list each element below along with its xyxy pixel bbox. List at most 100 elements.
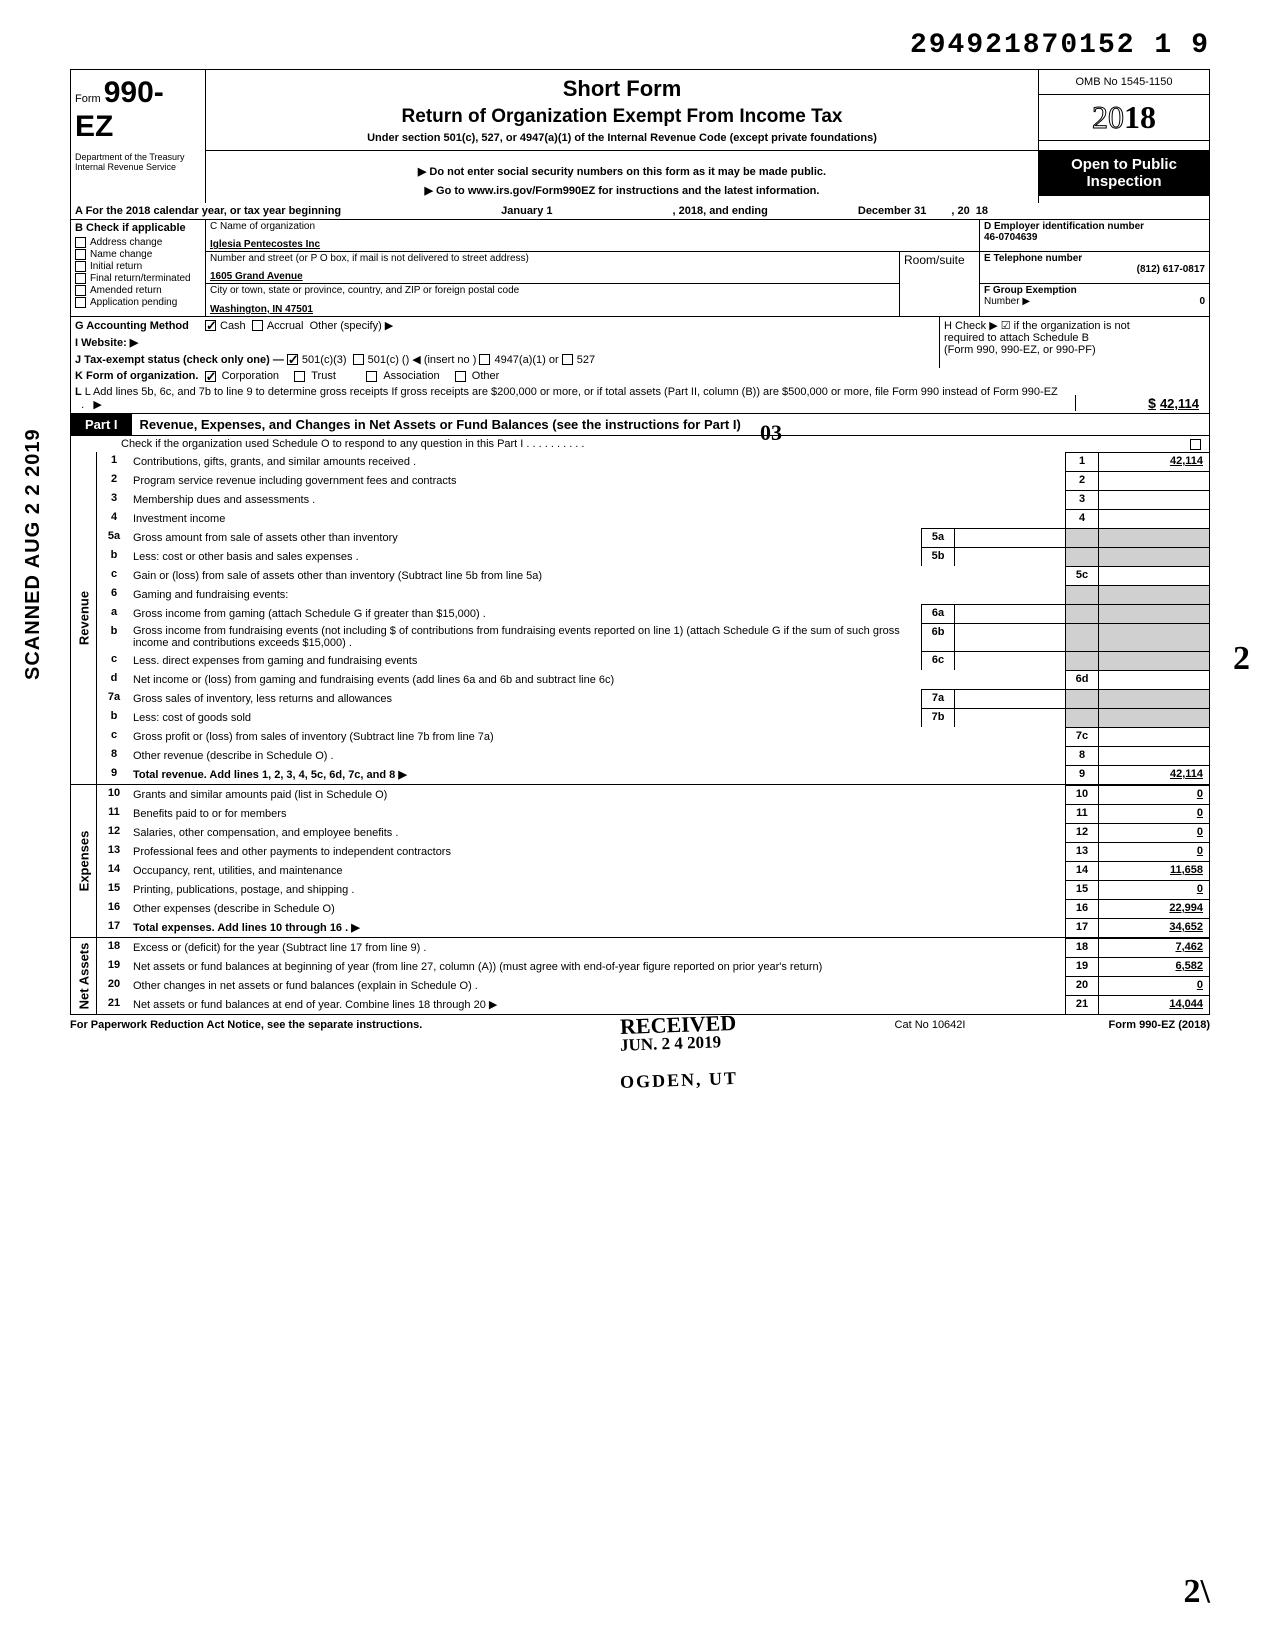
line-description: Investment income	[131, 509, 1065, 528]
line-number: 9	[97, 765, 131, 784]
section-k: K Form of organization. Corporation Trus…	[70, 368, 1210, 384]
mid-line-number: 7a	[921, 689, 955, 708]
right-line-number: 12	[1065, 823, 1099, 842]
handwritten-03: 03	[760, 420, 782, 446]
table-row: 2Program service revenue including gover…	[97, 471, 1209, 490]
table-row: 11Benefits paid to or for members110	[97, 804, 1209, 823]
handwritten-signature: 2\	[1184, 1573, 1210, 1611]
table-row: 1Contributions, gifts, grants, and simil…	[97, 452, 1209, 471]
checkbox-4947[interactable]	[479, 354, 490, 365]
line-number: b	[97, 547, 131, 566]
mid-amount	[955, 651, 1065, 670]
form-number-cell: Form 990-EZ	[71, 70, 206, 150]
line-number: 10	[97, 785, 131, 804]
part-1-header: Part I Revenue, Expenses, and Changes in…	[70, 414, 1210, 436]
line-description: Excess or (deficit) for the year (Subtra…	[131, 938, 1065, 957]
right-amount: 0	[1099, 823, 1209, 842]
checkbox-trust[interactable]	[294, 371, 305, 382]
right-amt-shaded	[1099, 604, 1209, 623]
checkbox-pending[interactable]	[75, 297, 86, 308]
section-j: J Tax-exempt status (check only one) — 5…	[71, 351, 939, 368]
table-row: 3Membership dues and assessments .3	[97, 490, 1209, 509]
mid-line-number: 5b	[921, 547, 955, 566]
table-row: cGain or (loss) from sale of assets othe…	[97, 566, 1209, 585]
checkbox-initial-return[interactable]	[75, 261, 86, 272]
room-suite: Room/suite	[899, 252, 979, 316]
org-info-block: B Check if applicable Address change Nam…	[70, 220, 1210, 316]
line-description: Less: cost of goods sold	[131, 708, 921, 727]
table-row: 13Professional fees and other payments t…	[97, 842, 1209, 861]
line-number: 5a	[97, 528, 131, 547]
right-num-shaded	[1065, 604, 1099, 623]
right-line-number: 18	[1065, 938, 1099, 957]
revenue-label: Revenue	[76, 591, 91, 645]
line-description: Program service revenue including govern…	[131, 471, 1065, 490]
right-num-shaded	[1065, 708, 1099, 727]
right-line-number: 11	[1065, 804, 1099, 823]
net-assets-label: Net Assets	[76, 943, 91, 1010]
right-amount: 0	[1099, 976, 1209, 995]
subtitle: Under section 501(c), 527, or 4947(a)(1)…	[214, 132, 1030, 144]
checkbox-address-change[interactable]	[75, 237, 86, 248]
line-number: 6	[97, 585, 131, 604]
line-description: Gross amount from sale of assets other t…	[131, 528, 921, 547]
table-row: bLess: cost of goods sold7b	[97, 708, 1209, 727]
table-row: 6Gaming and fundraising events:	[97, 585, 1209, 604]
right-amount: 42,114	[1099, 452, 1209, 471]
line-number: 14	[97, 861, 131, 880]
table-row: 21Net assets or fund balances at end of …	[97, 995, 1209, 1014]
right-num-shaded	[1065, 547, 1099, 566]
checkbox-501c3[interactable]	[287, 354, 298, 365]
group-exemption: 0	[1199, 296, 1205, 307]
checkbox-other-org[interactable]	[455, 371, 466, 382]
revenue-section: Revenue 1Contributions, gifts, grants, a…	[70, 452, 1210, 785]
right-amt-shaded	[1099, 547, 1209, 566]
handwritten-2: 2	[1233, 640, 1250, 678]
checkbox-final-return[interactable]	[75, 273, 86, 284]
line-description: Gross income from fundraising events (no…	[131, 623, 921, 651]
line-number: 12	[97, 823, 131, 842]
line-number: 1	[97, 452, 131, 471]
header-notes: ▶ Do not enter social security numbers o…	[206, 150, 1039, 203]
checkbox-501c[interactable]	[353, 354, 364, 365]
line-description: Net income or (loss) from gaming and fun…	[131, 670, 1065, 689]
table-row: 15Printing, publications, postage, and s…	[97, 880, 1209, 899]
right-amount	[1099, 727, 1209, 746]
right-amount: 34,652	[1099, 918, 1209, 937]
checkbox-association[interactable]	[366, 371, 377, 382]
checkbox-amended[interactable]	[75, 285, 86, 296]
checkbox-corporation[interactable]	[205, 371, 216, 382]
checkbox-name-change[interactable]	[75, 249, 86, 260]
right-amount: 42,114	[1099, 765, 1209, 784]
form-header-row2: Department of the Treasury Internal Reve…	[70, 150, 1210, 203]
checkbox-schedule-o[interactable]	[1190, 439, 1201, 450]
line-description: Contributions, gifts, grants, and simila…	[131, 452, 1065, 471]
line-description: Gross income from gaming (attach Schedul…	[131, 604, 921, 623]
mid-line-number: 6a	[921, 604, 955, 623]
table-row: 19Net assets or fund balances at beginni…	[97, 957, 1209, 976]
checkbox-cash[interactable]	[205, 320, 216, 331]
line-number: 4	[97, 509, 131, 528]
line-description: Benefits paid to or for members	[131, 804, 1065, 823]
table-row: aGross income from gaming (attach Schedu…	[97, 604, 1209, 623]
line-number: 7a	[97, 689, 131, 708]
mid-amount	[955, 689, 1065, 708]
line-number: a	[97, 604, 131, 623]
right-amount: 11,658	[1099, 861, 1209, 880]
right-amount	[1099, 490, 1209, 509]
right-amount: 6,582	[1099, 957, 1209, 976]
right-amount: 0	[1099, 842, 1209, 861]
org-name: Iglesia Pentecostes Inc	[210, 239, 975, 250]
right-num-shaded	[1065, 528, 1099, 547]
checkbox-accrual[interactable]	[252, 320, 263, 331]
org-city: Washington, IN 47501	[210, 304, 895, 315]
table-row: 10Grants and similar amounts paid (list …	[97, 785, 1209, 804]
header-right: OMB No 1545-1150 2018	[1039, 70, 1209, 150]
section-l: L L Add lines 5b, 6c, and 7b to line 9 t…	[70, 384, 1210, 414]
line-number: c	[97, 727, 131, 746]
row-a-tax-year: A For the 2018 calendar year, or tax yea…	[70, 203, 1210, 220]
table-row: 5aGross amount from sale of assets other…	[97, 528, 1209, 547]
section-c: C Name of organization Iglesia Pentecost…	[206, 220, 979, 316]
right-line-number: 8	[1065, 746, 1099, 765]
checkbox-527[interactable]	[562, 354, 573, 365]
